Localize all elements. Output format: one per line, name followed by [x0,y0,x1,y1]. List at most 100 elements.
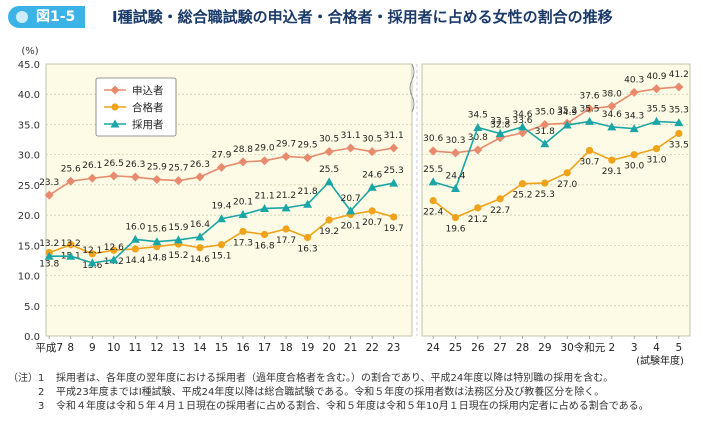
data-label: 13.2 [61,239,81,249]
x-tick-label: 8 [67,342,74,354]
line-chart: 0.0 5.0 10.0 15.0 20.0 25.0 30.0 35.0 40.0 45.0 (%… [18,46,691,367]
data-point [152,174,162,184]
legend-marker [110,85,120,95]
data-label: 15.2 [168,251,188,261]
data-label: 35.5 [646,104,666,114]
data-point [260,230,269,239]
data-label: 29.0 [255,144,275,154]
data-point [217,241,226,249]
data-label: 16.3 [298,244,318,254]
legend-label: 合格者 [132,101,164,114]
data-point [541,179,549,187]
y-tick-label: 45.0 [18,60,40,71]
data-point [608,156,616,164]
data-point [607,122,617,131]
x-tick-label: 平成7 [35,342,63,354]
data-label: 19.6 [445,225,465,235]
data-label: 20.1 [341,222,361,232]
data-label: 34.6 [602,110,622,120]
data-point [540,119,550,129]
data-label: 14.6 [190,255,210,265]
data-label: 20.7 [362,218,382,228]
data-point [66,251,76,260]
data-label: 37.6 [579,92,599,102]
data-point [281,203,291,212]
data-label: 15.9 [168,223,188,233]
data-label: 30.7 [579,157,599,167]
data-label: 15.1 [211,252,231,262]
x-tick-label: 23 [387,342,400,354]
x-tick-label: 17 [258,342,271,354]
data-label: 34.3 [624,112,644,122]
data-point [496,195,504,203]
y-tick-label: 15.0 [18,241,40,252]
data-label: 25.3 [535,190,555,200]
data-label: 21.1 [255,191,275,201]
data-point [44,251,54,260]
data-label: 34.5 [468,110,488,120]
note-lead: （注） [8,373,38,384]
x-tick-label: 4 [653,342,660,354]
x-axis-label: (試験年度) [636,354,684,367]
data-label: 12.1 [82,246,102,256]
data-label: 24.6 [362,170,382,180]
data-point [390,213,398,221]
data-point [495,133,505,143]
data-point [88,250,96,258]
data-label: 19.4 [211,202,231,212]
legend-label: 採用者 [132,118,164,131]
data-point [325,216,333,224]
x-tick-label: 30 [560,342,573,354]
series-line-3 [432,120,679,190]
x-tick-label: 29 [538,342,551,354]
data-label: 38.0 [602,89,622,99]
figure-title: Ⅰ種試験・総合職試験の申込者・合格者・採用者に占める女性の割合の推移 [112,8,613,26]
data-point [451,213,460,222]
x-tick-label: 9 [89,342,96,354]
note-text: 平成23年度まではⅠ種試験、平成24年度以降は総合職試験である。令和５年度の採用… [56,387,605,398]
data-label: 13.2 [39,239,59,249]
data-label: 31.1 [341,131,361,141]
data-label: 25.2 [512,191,532,201]
data-label: 29.1 [602,167,622,177]
data-label: 40.9 [646,72,666,82]
data-point [152,237,162,246]
data-point [630,151,638,159]
x-tick-label: 22 [365,342,378,354]
data-label: 21.2 [468,215,488,225]
data-label: 26.3 [190,160,210,170]
data-label: 14.8 [147,254,167,264]
figure-header: 図1-5 Ⅰ種試験・総合職試験の申込者・合格者・採用者に占める女性の割合の推移 [8,6,698,30]
note-number: 2 [38,387,45,398]
data-label: 25.9 [147,162,167,172]
data-point [607,101,617,111]
data-point [473,122,483,131]
note-row-1: （注） 1 採用者は、各年度の翌年度における採用者（過年度合格者を含む。）の割合… [8,372,698,386]
data-point [473,145,483,155]
data-label: 21.8 [298,187,318,197]
data-label: 34.9 [557,108,577,118]
data-point [652,116,661,125]
legend-marker [110,119,120,128]
data-point [518,122,527,131]
data-label: 17.7 [276,236,296,246]
data-point [367,147,377,157]
data-point [173,235,183,244]
data-label: 25.7 [168,164,188,174]
data-label: 25.5 [319,165,339,175]
data-point [109,255,119,264]
data-label: 30.8 [468,133,488,143]
data-label: 26.5 [104,159,124,169]
x-tick-label: 16 [236,342,250,354]
data-point [238,157,248,167]
data-label: 19.2 [319,227,339,237]
x-tick-label: 10 [107,342,120,354]
x-tick-label: 令和元 [574,341,606,354]
x-tick-label: 21 [344,342,357,354]
data-point [303,233,312,242]
data-point [238,210,248,219]
data-label: 17.3 [233,238,253,248]
data-label: 31.8 [535,127,555,137]
data-point [195,232,205,241]
data-label: 26.3 [125,160,145,170]
